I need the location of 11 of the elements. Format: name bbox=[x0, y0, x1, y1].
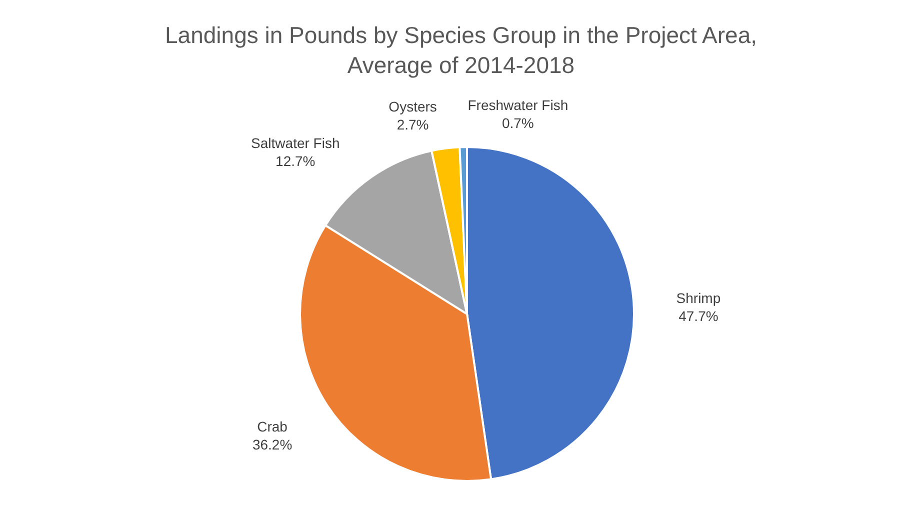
slice-label: Saltwater Fish bbox=[251, 134, 340, 151]
data-label: 47.7% bbox=[678, 308, 718, 324]
data-label: 2.7% bbox=[396, 116, 429, 133]
data-label: 12.7% bbox=[276, 152, 316, 169]
slice-label: Crab bbox=[257, 418, 288, 435]
chart-title: Landings in Pounds by Species Group in the Project Area, Average of 2014-2018 bbox=[165, 22, 757, 78]
slice-label: Shrimp bbox=[676, 290, 721, 306]
slice-label: Oysters bbox=[388, 98, 437, 115]
slice-label: Freshwater Fish bbox=[468, 97, 568, 114]
data-label: 36.2% bbox=[252, 436, 292, 453]
data-label: 0.7% bbox=[502, 115, 534, 132]
